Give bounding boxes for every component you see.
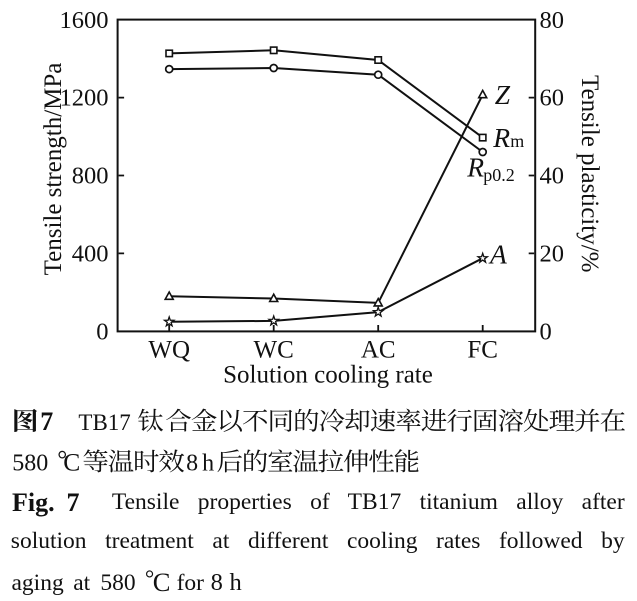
svg-text:400: 400 <box>72 240 109 267</box>
svg-text:A: A <box>488 239 507 270</box>
svg-text:WC: WC <box>254 337 294 364</box>
svg-text:R: R <box>466 151 484 182</box>
svg-text:7: 7 <box>40 407 53 436</box>
svg-text:m: m <box>510 131 524 151</box>
svg-text:h: h <box>202 450 214 476</box>
svg-text:1600: 1600 <box>60 7 109 34</box>
svg-text:0: 0 <box>96 318 108 345</box>
svg-text:40: 40 <box>540 163 565 190</box>
svg-text:Solution cooling rate: Solution cooling rate <box>223 362 433 389</box>
svg-text:1200: 1200 <box>60 85 109 112</box>
svg-text:0: 0 <box>540 318 552 345</box>
svg-text:Tensile plasticity/%: Tensile plasticity/% <box>576 75 603 273</box>
svg-text:800: 800 <box>72 163 109 190</box>
svg-text:°: ° <box>57 446 67 473</box>
svg-text:R: R <box>492 122 510 153</box>
svg-text:60: 60 <box>540 85 565 112</box>
svg-text:C: C <box>63 447 80 476</box>
svg-text:FC: FC <box>467 337 498 364</box>
svg-text:AC: AC <box>361 337 396 364</box>
svg-text:8: 8 <box>186 450 198 476</box>
svg-text:80: 80 <box>540 7 565 34</box>
svg-text:WQ: WQ <box>148 337 190 364</box>
svg-text:p0.2: p0.2 <box>483 165 515 185</box>
svg-text:580: 580 <box>12 450 48 476</box>
svg-text:Z: Z <box>495 79 511 110</box>
svg-text:20: 20 <box>540 240 565 267</box>
svg-text:Tensile strength/MPa: Tensile strength/MPa <box>40 63 67 276</box>
svg-text:TB17: TB17 <box>78 410 130 435</box>
